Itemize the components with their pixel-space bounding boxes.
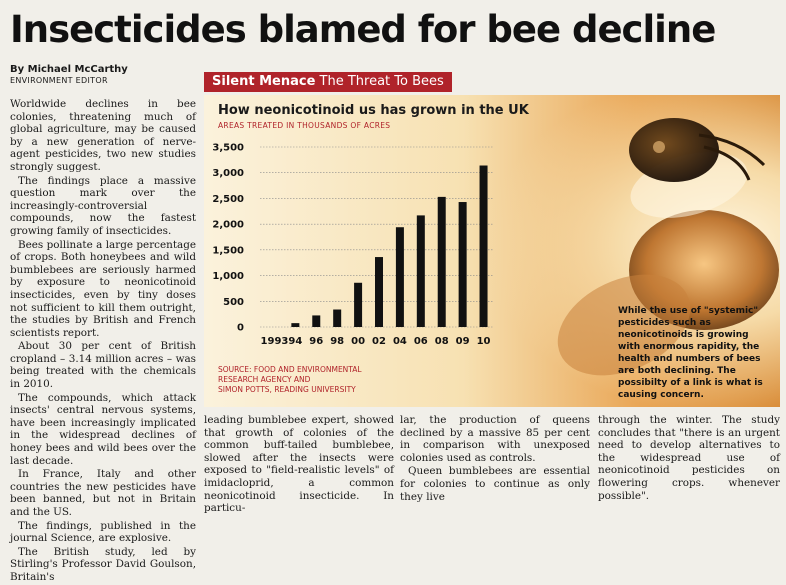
y-tick-label: 500 xyxy=(223,297,244,308)
headline: Insecticides blamed for bee decline xyxy=(10,8,716,51)
x-tick-label: 10 xyxy=(477,336,491,347)
article-column-1: Worldwide declines in bee colonies, thre… xyxy=(10,98,196,585)
y-tick-label: 1,000 xyxy=(212,271,244,282)
source-line: SOURCE: FOOD AND ENVIRONMENTAL xyxy=(218,365,362,374)
paragraph: The British study, led by Stirling's Pro… xyxy=(10,545,196,583)
bar-chart: 0 500 1,000 1,500 2,000 2,500 3,000 3,500 1993 94… xyxy=(212,143,494,347)
paragraph: Worldwide declines in bee colonies, thre… xyxy=(10,98,196,173)
bar xyxy=(395,227,404,327)
bar xyxy=(375,257,383,327)
x-tick-label: 98 xyxy=(330,336,344,347)
x-tick-label: 08 xyxy=(435,336,449,347)
bar xyxy=(333,309,342,327)
chart-source: SOURCE: FOOD AND ENVIRONMENTAL RESEARCH … xyxy=(218,365,362,395)
y-tick-label: 2,500 xyxy=(212,194,244,205)
banner-text: The Threat To Bees xyxy=(319,74,444,89)
bar xyxy=(291,323,300,327)
bar xyxy=(458,202,467,327)
x-tick-label: 02 xyxy=(372,336,386,347)
bee-photo xyxy=(557,118,779,376)
paragraph: lar, the production of queens declined b… xyxy=(400,414,590,464)
source-line: SIMON POTTS, READING UNIVERSITY xyxy=(218,385,356,394)
y-tick-label: 3,500 xyxy=(212,143,244,154)
article-column-3: lar, the production of queens declined b… xyxy=(400,414,590,504)
byline: By Michael McCarthy xyxy=(10,64,128,75)
chart-subtitle: AREAS TREATED IN THOUSANDS OF ACRES xyxy=(218,121,391,130)
paragraph: Bees pollinate a large percentage of cro… xyxy=(10,238,196,339)
section-banner: Silent Menace The Threat To Bees xyxy=(204,72,452,92)
paragraph: Queen bumblebees are essential for colon… xyxy=(400,465,590,503)
bar xyxy=(354,282,363,327)
paragraph: The findings, published in the journal S… xyxy=(10,519,196,545)
infographic-panel: 0 500 1,000 1,500 2,000 2,500 3,000 3,500 1993 94… xyxy=(204,95,780,407)
y-tick-label: 2,000 xyxy=(212,220,244,231)
paragraph: The findings place a massive question ma… xyxy=(10,174,196,237)
y-tick-label: 3,000 xyxy=(212,168,244,179)
article-column-4: through the winter. The study concludes … xyxy=(598,414,780,503)
chart-title: How neonicotinoid us has grown in the UK xyxy=(218,103,529,118)
x-tick-label: 96 xyxy=(309,336,323,347)
bar xyxy=(479,165,488,327)
banner-bold: Silent Menace xyxy=(212,74,316,89)
source-line: RESEARCH AGENCY AND xyxy=(218,375,311,384)
author-role: ENVIRONMENT EDITOR xyxy=(10,76,108,85)
paragraph: The compounds, which attack insects' cen… xyxy=(10,391,196,467)
x-tick-label: 00 xyxy=(351,336,365,347)
bar xyxy=(437,196,446,327)
paragraph: through the winter. The study concludes … xyxy=(598,414,780,502)
paragraph: In France, Italy and other countries the… xyxy=(10,468,196,518)
paragraph: About 30 per cent of British cropland – … xyxy=(10,340,196,391)
photo-caption: While the use of "systemic" pesticides s… xyxy=(618,306,763,400)
bar xyxy=(416,215,425,327)
x-tick-label: 1993 xyxy=(261,336,289,347)
article-column-2: leading bumblebee expert, showed that gr… xyxy=(204,414,394,516)
x-tick-label: 09 xyxy=(456,336,470,347)
bar xyxy=(312,315,321,327)
x-tick-label: 04 xyxy=(393,336,407,347)
x-tick-label: 06 xyxy=(414,336,428,347)
y-tick-label: 1,500 xyxy=(212,245,244,256)
y-tick-label: 0 xyxy=(237,323,244,334)
x-tick-label: 94 xyxy=(288,336,302,347)
paragraph: leading bumblebee expert, showed that gr… xyxy=(204,414,394,515)
